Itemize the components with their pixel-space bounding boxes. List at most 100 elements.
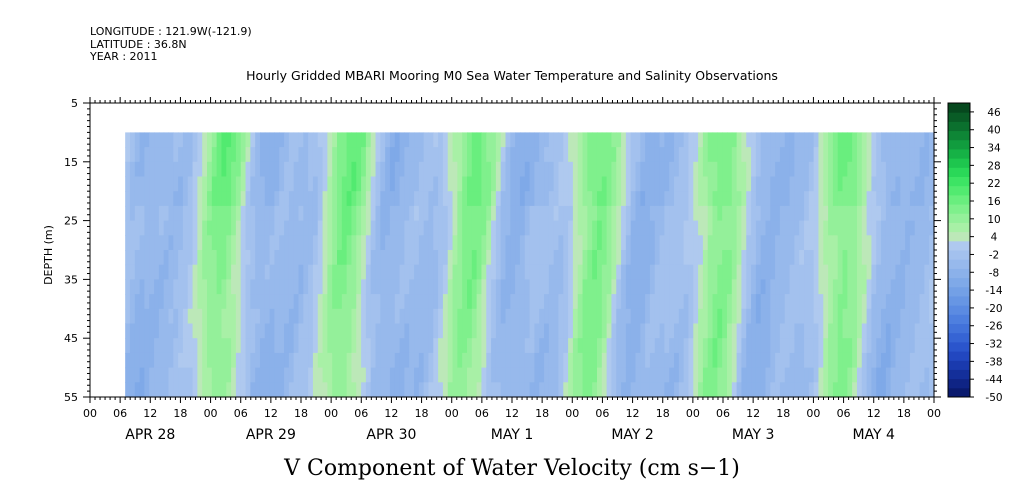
heatmap-cell: [524, 352, 531, 369]
heatmap-cell: [312, 338, 319, 354]
heatmap-cell: [765, 205, 771, 222]
heatmap-cell: [394, 338, 401, 354]
heatmap-cell: [871, 250, 877, 266]
heatmap-cell: [418, 367, 425, 383]
heatmap-cell: [182, 352, 189, 369]
heatmap-cell: [606, 294, 613, 310]
heatmap-cell: [264, 308, 271, 325]
x-day-label: MAY 4: [852, 427, 895, 443]
heatmap-cell: [312, 235, 319, 251]
heatmap-cell: [775, 161, 781, 178]
heatmap-cell: [442, 308, 449, 325]
heatmap-cell: [211, 338, 218, 354]
heatmap-cell: [914, 250, 921, 266]
heatmap-cell: [861, 147, 868, 163]
heatmap-cell: [129, 220, 136, 236]
heatmap-cell: [760, 176, 767, 192]
heatmap-cell: [375, 308, 381, 325]
heatmap-cell: [264, 323, 271, 339]
heatmap-cell: [361, 205, 367, 222]
heatmap-cell: [505, 308, 511, 325]
heatmap-cell: [269, 294, 276, 310]
heatmap-cell: [582, 176, 588, 192]
heatmap-cell: [866, 191, 873, 207]
heatmap-cell: [216, 279, 223, 295]
heatmap-cell: [428, 308, 434, 325]
heatmap-cell: [674, 382, 680, 398]
heatmap-cell: [471, 338, 478, 354]
heatmap-cell: [414, 205, 420, 222]
heatmap-cell: [129, 382, 136, 398]
heatmap-cell: [548, 323, 555, 339]
heatmap-cell: [207, 176, 213, 192]
heatmap-cell: [698, 176, 704, 192]
heatmap-cell: [702, 323, 709, 339]
heatmap-cell: [539, 235, 545, 251]
heatmap-cell: [312, 367, 319, 383]
heatmap-cell: [688, 205, 694, 222]
heatmap-cell: [621, 279, 627, 295]
heatmap-cell: [592, 250, 598, 266]
heatmap-cell: [134, 382, 141, 398]
colorbar-swatch: [948, 268, 970, 279]
heatmap-cell: [698, 367, 704, 383]
heatmap-cell: [510, 279, 516, 295]
heatmap-cell: [192, 161, 198, 178]
heatmap-cell: [288, 323, 295, 339]
heatmap-cell: [389, 323, 396, 339]
heatmap-cell: [635, 176, 641, 192]
heatmap-cell: [505, 176, 511, 192]
heatmap-cell: [433, 132, 439, 148]
heatmap-cell: [664, 147, 670, 163]
heatmap-cell: [293, 279, 300, 295]
heatmap-cell: [317, 294, 324, 310]
heatmap-cell: [741, 264, 747, 280]
heatmap-cell: [187, 132, 194, 148]
heatmap-cell: [717, 191, 723, 207]
heatmap-cell: [173, 279, 179, 295]
heatmap-cell: [235, 264, 242, 280]
heatmap-cell: [327, 250, 333, 266]
heatmap-cell: [168, 235, 174, 251]
heatmap-cell: [856, 205, 863, 222]
heatmap-cell: [226, 323, 232, 339]
heatmap-cell: [751, 382, 757, 398]
heatmap-cell: [250, 176, 256, 192]
heatmap-cell: [519, 294, 526, 310]
heatmap-cell: [414, 279, 420, 295]
heatmap-cell: [881, 205, 887, 222]
heatmap-cell: [274, 382, 280, 398]
heatmap-cell: [770, 323, 776, 339]
heatmap-cell: [760, 352, 767, 369]
heatmap-cell: [467, 205, 473, 222]
heatmap-cell: [914, 279, 921, 295]
heatmap-cell: [909, 294, 916, 310]
heatmap-cell: [361, 176, 367, 192]
heatmap-cell: [303, 235, 309, 251]
heatmap-cell: [741, 279, 747, 295]
heatmap-cell: [871, 147, 877, 163]
heatmap-cell: [404, 132, 410, 148]
heatmap-cell: [601, 250, 608, 266]
heatmap-cell: [924, 352, 930, 369]
heatmap-cell: [380, 205, 386, 222]
heatmap-cell: [211, 279, 218, 295]
heatmap-cell: [486, 250, 492, 266]
heatmap-cell: [909, 323, 916, 339]
heatmap-cell: [534, 367, 540, 383]
heatmap-cell: [625, 235, 632, 251]
heatmap-cell: [553, 352, 560, 369]
heatmap-cell: [346, 205, 353, 222]
heatmap-cell: [168, 323, 174, 339]
heatmap-cell: [885, 147, 892, 163]
heatmap-cell: [818, 382, 824, 398]
heatmap-cell: [659, 132, 665, 148]
heatmap-cell: [866, 294, 873, 310]
heatmap-cell: [495, 235, 502, 251]
heatmap-cell: [914, 323, 921, 339]
heatmap-cell: [505, 250, 511, 266]
heatmap-cell: [548, 279, 555, 295]
heatmap-cell: [548, 352, 555, 369]
heatmap-cell: [755, 279, 762, 295]
heatmap-cell: [173, 132, 179, 148]
